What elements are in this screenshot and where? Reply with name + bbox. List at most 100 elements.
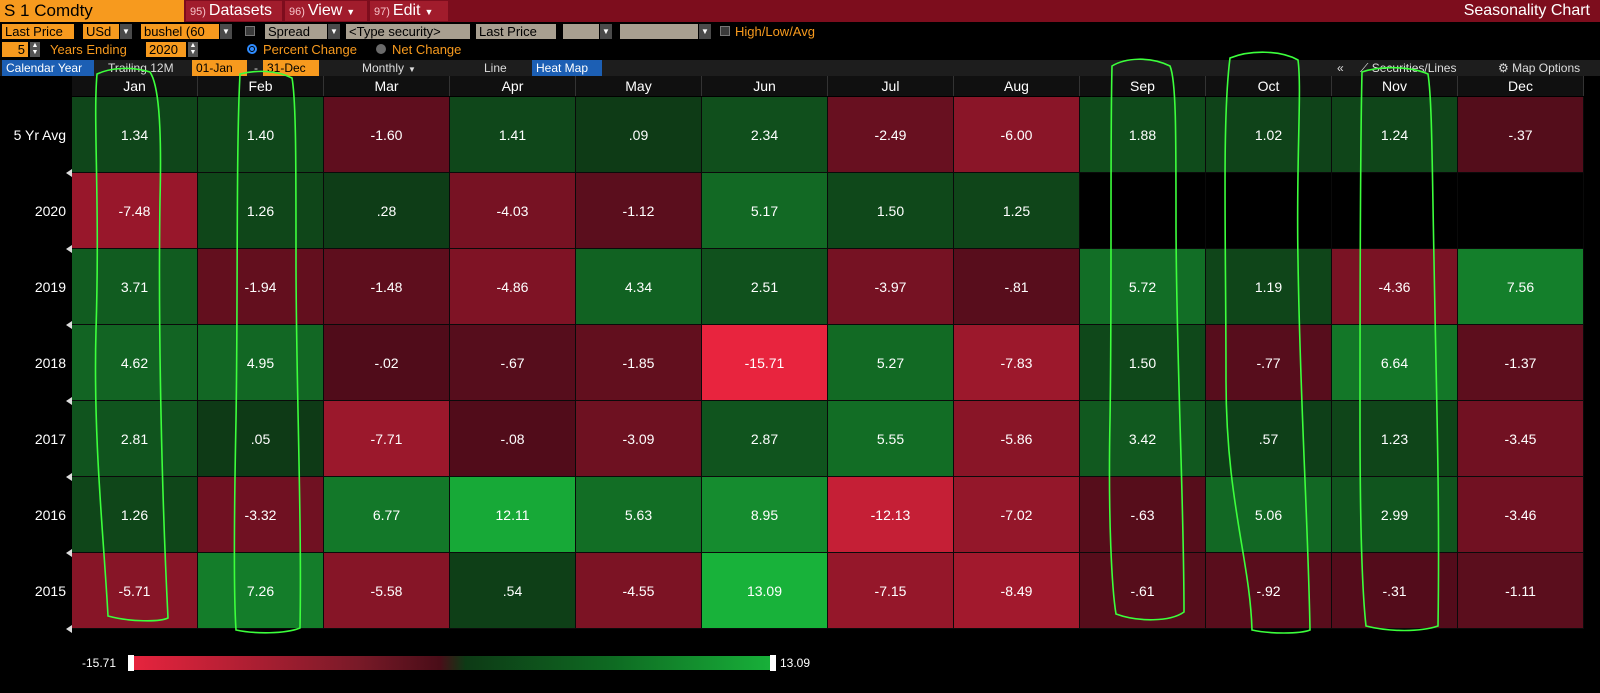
heatmap-cell[interactable]: -3.45	[1458, 401, 1584, 477]
high-low-avg-checkbox[interactable]	[720, 26, 730, 36]
chevron-down-icon[interactable]: ▼	[600, 24, 612, 39]
net-change-label[interactable]: Net Change	[392, 42, 462, 57]
heatmap-cell[interactable]: 3.71	[72, 249, 198, 325]
heatmap-cell[interactable]: -.08	[450, 401, 576, 477]
heatmap-cell[interactable]: 7.56	[1458, 249, 1584, 325]
heatmap-cell[interactable]: 1.24	[1332, 97, 1458, 173]
heatmap-cell[interactable]: -3.46	[1458, 477, 1584, 553]
heatmap-cell[interactable]: -.92	[1206, 553, 1332, 629]
heatmap-cell[interactable]: -5.58	[324, 553, 450, 629]
heatmap-cell[interactable]: -7.71	[324, 401, 450, 477]
spread-select[interactable]: Spread	[265, 24, 327, 39]
heatmap-cell[interactable]: 5.27	[828, 325, 954, 401]
heatmap-cell[interactable]: 5.17	[702, 173, 828, 249]
heatmap-cell[interactable]: 13.09	[702, 553, 828, 629]
years-stepper[interactable]: ▲ ▼	[30, 42, 40, 57]
heatmap-cell[interactable]: -1.11	[1458, 553, 1584, 629]
heatmap-cell[interactable]: -.63	[1080, 477, 1206, 553]
blank-select[interactable]	[563, 24, 599, 39]
heatmap-cell[interactable]: -6.00	[954, 97, 1080, 173]
heatmap-cell[interactable]: -.81	[954, 249, 1080, 325]
year-end-input[interactable]: 2020	[146, 42, 186, 57]
heatmap-cell[interactable]: 8.95	[702, 477, 828, 553]
datasets-menu[interactable]: 95) Datasets	[186, 1, 282, 21]
heatmap-cell[interactable]: .05	[198, 401, 324, 477]
heatmap-cell[interactable]: .57	[1206, 401, 1332, 477]
heatmap-cell[interactable]: 6.64	[1332, 325, 1458, 401]
field2-select[interactable]: Last Price	[476, 24, 556, 39]
heatmap-cell[interactable]	[1332, 173, 1458, 249]
heatmap-cell[interactable]: 4.34	[576, 249, 702, 325]
heatmap-cell[interactable]: -2.49	[828, 97, 954, 173]
heatmap-cell[interactable]: 2.51	[702, 249, 828, 325]
heatmap-cell[interactable]: 2.87	[702, 401, 828, 477]
percent-change-label[interactable]: Percent Change	[263, 42, 357, 57]
heatmap-cell[interactable]: -15.71	[702, 325, 828, 401]
chevron-down-icon[interactable]: ▼	[220, 24, 232, 39]
heatmap-cell[interactable]: -.02	[324, 325, 450, 401]
map-options-button[interactable]: ⚙ Map Options	[1494, 60, 1598, 76]
heatmap-cell[interactable]: -.31	[1332, 553, 1458, 629]
heatmap-cell[interactable]: -.37	[1458, 97, 1584, 173]
heatmap-cell[interactable]: -12.13	[828, 477, 954, 553]
chevron-down-icon[interactable]: ▼	[120, 24, 132, 39]
heatmap-cell[interactable]: -8.49	[954, 553, 1080, 629]
heatmap-cell[interactable]: 5.63	[576, 477, 702, 553]
field-select[interactable]: Last Price	[2, 24, 74, 39]
chevron-down-icon[interactable]: ▼	[328, 24, 340, 39]
year-end-stepper[interactable]: ▲ ▼	[188, 42, 198, 57]
heatmap-cell[interactable]: -5.86	[954, 401, 1080, 477]
heatmap-cell[interactable]: -1.48	[324, 249, 450, 325]
scale-min-handle[interactable]	[128, 655, 134, 671]
ticker-field[interactable]: S 1 Comdty	[0, 0, 184, 22]
heatmap-cell[interactable]: -1.85	[576, 325, 702, 401]
heatmap-cell[interactable]: 1.26	[198, 173, 324, 249]
heatmap-cell[interactable]: 1.26	[72, 477, 198, 553]
net-change-radio[interactable]	[376, 44, 386, 54]
heatmap-cell[interactable]: 1.41	[450, 97, 576, 173]
heatmap-cell[interactable]: .54	[450, 553, 576, 629]
heatmap-cell[interactable]: 2.34	[702, 97, 828, 173]
heatmap-cell[interactable]: 1.50	[828, 173, 954, 249]
heatmap-cell[interactable]: 7.26	[198, 553, 324, 629]
heatmap-cell[interactable]: -3.32	[198, 477, 324, 553]
collapse-icon[interactable]: «	[1337, 61, 1344, 75]
unit-select[interactable]: bushel (60	[141, 24, 219, 39]
heatmap-cell[interactable]: -3.09	[576, 401, 702, 477]
tab-trailing-12m[interactable]: Trailing 12M	[108, 61, 174, 75]
heatmap-cell[interactable]: -.67	[450, 325, 576, 401]
security-input[interactable]: <Type security>	[346, 24, 470, 39]
heatmap-cell[interactable]: 4.95	[198, 325, 324, 401]
heatmap-cell[interactable]: 2.99	[1332, 477, 1458, 553]
years-input[interactable]: 5	[2, 42, 28, 57]
heatmap-cell[interactable]: -7.02	[954, 477, 1080, 553]
heatmap-cell[interactable]	[1080, 173, 1206, 249]
heatmap-cell[interactable]: 1.50	[1080, 325, 1206, 401]
periodicity-select[interactable]: Monthly ▼	[358, 60, 448, 76]
heatmap-cell[interactable]	[1458, 173, 1584, 249]
heatmap-cell[interactable]: -.61	[1080, 553, 1206, 629]
heatmap-cell[interactable]: 4.62	[72, 325, 198, 401]
heatmap-cell[interactable]: -7.15	[828, 553, 954, 629]
heatmap-cell[interactable]: .28	[324, 173, 450, 249]
heatmap-cell[interactable]: -7.83	[954, 325, 1080, 401]
heatmap-cell[interactable]: 1.88	[1080, 97, 1206, 173]
heatmap-cell[interactable]: -1.94	[198, 249, 324, 325]
heatmap-cell[interactable]: 1.34	[72, 97, 198, 173]
heatmap-cell[interactable]: 1.02	[1206, 97, 1332, 173]
heatmap-cell[interactable]: -5.71	[72, 553, 198, 629]
heatmap-cell[interactable]: 3.42	[1080, 401, 1206, 477]
heatmap-cell[interactable]: 1.25	[954, 173, 1080, 249]
tab-line[interactable]: Line	[484, 61, 507, 75]
chevron-down-icon[interactable]: ▼	[699, 24, 711, 39]
heatmap-cell[interactable]: -4.55	[576, 553, 702, 629]
heatmap-cell[interactable]: -1.12	[576, 173, 702, 249]
heatmap-cell[interactable]: -3.97	[828, 249, 954, 325]
edit-menu[interactable]: 97) Edit ▼	[370, 1, 448, 21]
heatmap-cell[interactable]: -4.86	[450, 249, 576, 325]
date-from-input[interactable]: 01-Jan	[192, 60, 247, 76]
scale-max-handle[interactable]	[770, 655, 776, 671]
heatmap-cell[interactable]: 5.06	[1206, 477, 1332, 553]
heatmap-cell[interactable]: 1.19	[1206, 249, 1332, 325]
heatmap-cell[interactable]	[1206, 173, 1332, 249]
